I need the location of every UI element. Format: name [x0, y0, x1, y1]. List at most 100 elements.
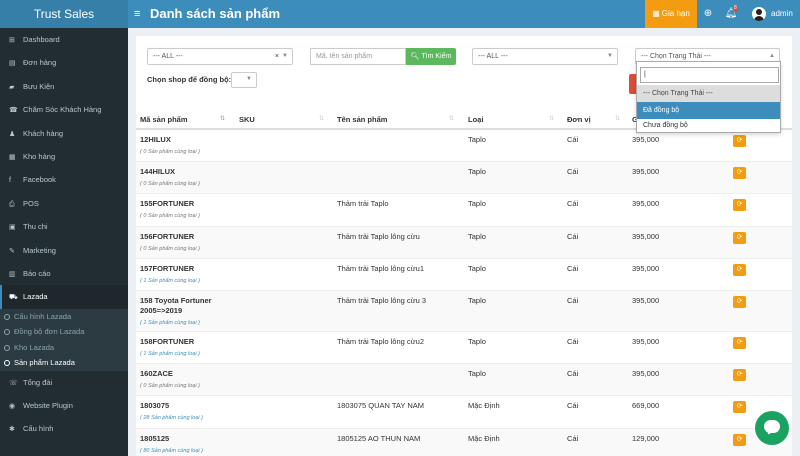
sync-refresh-icon[interactable]: ⟳: [733, 401, 746, 414]
col-header-unit[interactable]: Đơn vị: [567, 115, 591, 124]
brand-logo[interactable]: Trust Sales: [0, 0, 128, 28]
dropdown-option[interactable]: Đã đồng bộ: [637, 102, 780, 119]
search-button[interactable]: 🔍︎ Tìm Kiếm: [406, 48, 456, 65]
same-type-count[interactable]: ( 80 Sản phẩm cùng loại ): [140, 447, 203, 454]
product-type: Taplo: [468, 135, 486, 144]
product-code[interactable]: 144HILUX: [140, 167, 176, 177]
sidebar-item[interactable]: ✱ Cấu hình: [0, 417, 128, 440]
table-row[interactable]: 12HILUX ( 0 Sản phẩm cùng loại ) Taplo Cái 3…: [136, 130, 792, 163]
renew-button[interactable]: ▦ Gia hạn: [645, 0, 697, 28]
product-price: 395,000: [632, 135, 660, 144]
product-code[interactable]: 157FORTUNER: [140, 263, 195, 273]
sidebar-item[interactable]: f Facebook: [0, 168, 128, 191]
product-code[interactable]: 155FORTUNER: [140, 199, 195, 209]
col-header-sku[interactable]: SKU: [239, 115, 255, 124]
sidebar-item[interactable]: ▥ Báo cáo: [0, 262, 128, 285]
renew-label: Gia hạn: [661, 9, 690, 18]
product-code[interactable]: 160ZACE: [140, 369, 173, 379]
sidebar-subitem[interactable]: Kho Lazada: [0, 339, 128, 356]
table-row[interactable]: 157FORTUNER ( 1 Sản phẩm cùng loại ) Thảm …: [136, 259, 792, 291]
sync-refresh-icon[interactable]: ⟳: [733, 433, 746, 446]
same-type-count[interactable]: ( 1 Sản phẩm cùng loại ): [140, 350, 200, 357]
sidebar-item[interactable]: ▦ Kho hàng: [0, 145, 128, 168]
col-header-type[interactable]: Loại: [468, 115, 484, 124]
sidebar-item[interactable]: ☏ Tổng đài: [0, 371, 128, 394]
sync-shop-select[interactable]: ▼: [231, 72, 257, 88]
product-code[interactable]: 158 Toyota Fortuner: [140, 295, 212, 305]
sidebar-item[interactable]: ⎙ POS: [0, 192, 128, 215]
same-type-count[interactable]: ( 28 Sản phẩm cùng loại ): [140, 415, 203, 422]
dropdown-search-input[interactable]: |: [640, 67, 779, 83]
pos-icon: ⎙: [9, 200, 15, 208]
product-name: Thảm trải Taplo lông cừu1: [337, 263, 425, 273]
user-name[interactable]: admin: [771, 9, 793, 18]
shop-filter-select[interactable]: --- ALL --- × ▼: [147, 48, 293, 65]
sort-icon[interactable]: ⇅: [615, 116, 621, 122]
same-type-count: ( 0 Sản phẩm cùng loại ): [140, 383, 200, 390]
add-circle-icon[interactable]: ⊕: [703, 8, 713, 19]
sync-refresh-icon[interactable]: ⟳: [733, 295, 746, 308]
table-row[interactable]: 144HILUX ( 0 Sản phẩm cùng loại ) Taplo Cái…: [136, 162, 792, 195]
same-type-count[interactable]: ( 1 Sản phẩm cùng loại ): [140, 319, 200, 326]
sort-asc-icon[interactable]: ⇅: [220, 116, 226, 122]
dropdown-option[interactable]: --- Chọn Trạng Thái ---: [637, 85, 780, 102]
bell-icon[interactable]: 🔔︎ 8: [724, 5, 738, 19]
sync-refresh-icon[interactable]: ⟳: [733, 199, 746, 212]
globe-icon: ◉: [9, 403, 16, 411]
sidebar-item-label: Báo cáo: [23, 268, 51, 278]
product-code[interactable]: 1805125: [140, 433, 170, 443]
sync-refresh-icon[interactable]: ⟳: [733, 263, 746, 276]
product-unit: Cái: [567, 199, 579, 209]
type-filter-select[interactable]: --- ALL --- ▼: [472, 48, 618, 65]
sidebar-subitem[interactable]: Đồng bộ đơn Lazada: [0, 324, 128, 340]
menu-toggle-icon[interactable]: ≡: [134, 8, 141, 20]
chat-button[interactable]: [755, 411, 789, 445]
product-code[interactable]: 1803075: [140, 401, 170, 411]
sidebar-item[interactable]: ⛟ Lazada: [0, 285, 128, 309]
sidebar-item[interactable]: ♟ Khách hàng: [0, 122, 128, 145]
sidebar-item[interactable]: ▰ Bưu Kiện: [0, 75, 128, 98]
table-row[interactable]: 156FORTUNER ( 0 Sản phẩm cùng loại ) Thảm …: [136, 226, 792, 259]
sidebar-item[interactable]: ☎ Chăm Sóc Khách Hàng: [0, 98, 128, 121]
table-row[interactable]: 158 Toyota Fortuner 2005=>2019 ( 1 Sản phẩ…: [136, 290, 792, 332]
circle-icon: [4, 360, 10, 367]
table-row[interactable]: 1805125 ( 80 Sản phẩm cùng loại ) 1805125 …: [136, 428, 792, 456]
product-code[interactable]: 158FORTUNER: [140, 336, 195, 346]
sidebar-item[interactable]: ▣ Thu chi: [0, 215, 128, 238]
sort-icon[interactable]: ⇅: [449, 116, 455, 122]
sidebar-item[interactable]: ✎ Marketing: [0, 239, 128, 262]
table-row[interactable]: 155FORTUNER ( 0 Sản phẩm cùng loại ) Thảm …: [136, 194, 792, 227]
sidebar-subitem[interactable]: Sản phẩm Lazada: [0, 355, 128, 371]
product-code[interactable]: 156FORTUNER: [140, 231, 195, 241]
sync-refresh-icon[interactable]: ⟳: [733, 167, 746, 180]
col-header-name[interactable]: Tên sản phẩm: [337, 115, 388, 124]
product-type: Taplo: [468, 199, 486, 209]
dropdown-option[interactable]: Chưa đồng bộ: [643, 122, 688, 129]
sort-icon[interactable]: ⇅: [549, 116, 555, 122]
sidebar-item-label: Tổng đài: [23, 377, 53, 387]
sort-icon[interactable]: ⇅: [319, 116, 325, 122]
table-row[interactable]: 158FORTUNER ( 1 Sản phẩm cùng loại ) Thảm …: [136, 332, 792, 365]
col-header-price[interactable]: G: [632, 115, 638, 124]
sync-refresh-icon[interactable]: ⟳: [733, 336, 746, 349]
col-header-code[interactable]: Mã sản phẩm: [140, 115, 188, 124]
sync-button[interactable]: [629, 74, 637, 94]
avatar[interactable]: [752, 7, 766, 21]
sidebar-item[interactable]: ◉ Website Plugin: [0, 394, 128, 417]
product-price: 129,000: [632, 433, 660, 443]
table-row[interactable]: 160ZACE ( 0 Sản phẩm cùng loại ) Taplo Cái 3…: [136, 364, 792, 397]
table-row[interactable]: 1803075 ( 28 Sản phẩm cùng loại ) 1803075 …: [136, 396, 792, 429]
product-code[interactable]: 12HILUX: [140, 135, 171, 144]
clear-icon[interactable]: ×: [274, 53, 279, 60]
sidebar-subitem[interactable]: Cấu hình Lazada: [0, 308, 128, 325]
sidebar-item[interactable]: ▤ Đơn hàng: [0, 51, 128, 74]
sync-refresh-icon[interactable]: ⟳: [733, 369, 746, 382]
notification-badge: 8: [733, 5, 738, 12]
sync-refresh-icon[interactable]: ⟳: [733, 135, 746, 147]
same-type-count[interactable]: ( 1 Sản phẩm cùng loại ): [140, 277, 200, 284]
product-unit: Cái: [567, 433, 579, 443]
sidebar-item-label: POS: [23, 198, 39, 208]
sidebar-item[interactable]: ⊞ Dashboard: [0, 28, 128, 51]
sync-refresh-icon[interactable]: ⟳: [733, 231, 746, 244]
search-input[interactable]: Mã, tên sản phẩm: [310, 48, 406, 65]
